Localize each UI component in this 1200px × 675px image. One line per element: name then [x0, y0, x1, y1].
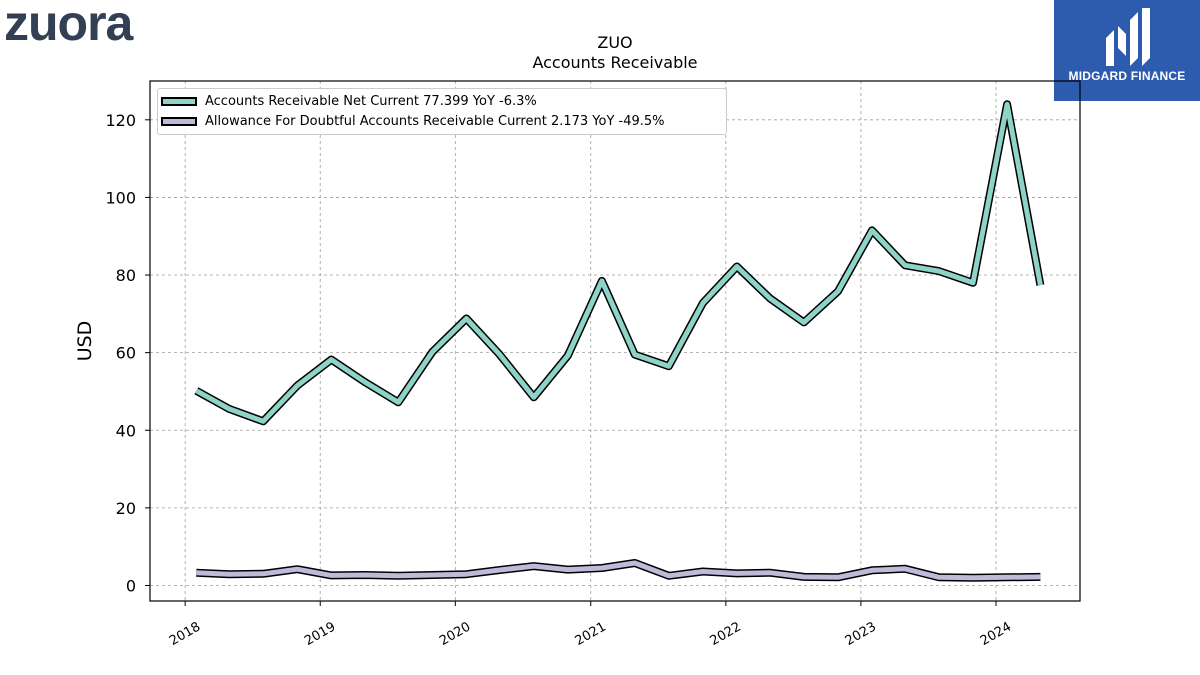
- y-tick-label: 40: [116, 421, 136, 440]
- midgard-logo-mark-icon: [1106, 8, 1150, 66]
- plot-frame: [149, 80, 1081, 602]
- midgard-finance-wordmark: MIDGARD FINANCE: [1068, 69, 1186, 83]
- grid-lines: [150, 81, 1080, 601]
- x-tick-label: 2020: [437, 619, 473, 649]
- y-tick-label: 60: [116, 344, 136, 363]
- x-tick-label: 2022: [708, 619, 744, 649]
- legend-item: Accounts Receivable Net Current 77.399 Y…: [158, 91, 537, 111]
- x-tick-label: 2018: [167, 619, 203, 649]
- zuora-logo: zuora: [4, 0, 133, 51]
- legend: Accounts Receivable Net Current 77.399 Y…: [157, 88, 727, 135]
- x-tick-label: 2019: [302, 619, 338, 649]
- x-tick-label: 2024: [978, 619, 1014, 649]
- legend-swatch: [161, 96, 197, 106]
- y-tick-label: 20: [116, 499, 136, 518]
- series-outline: [194, 100, 1045, 426]
- x-tick-label: 2023: [843, 619, 879, 649]
- legend-label: Allowance For Doubtful Accounts Receivab…: [205, 113, 665, 129]
- x-tick-label: 2021: [573, 619, 609, 649]
- chart-title: ZUO: [597, 33, 633, 52]
- legend-swatch: [161, 116, 197, 126]
- y-tick-label: 100: [105, 188, 136, 207]
- y-tick-label: 0: [126, 576, 136, 595]
- series-line: [195, 101, 1043, 424]
- legend-item: Allowance For Doubtful Accounts Receivab…: [158, 111, 665, 131]
- chart-subtitle: Accounts Receivable: [532, 53, 698, 72]
- midgard-finance-logo: MIDGARD FINANCE: [1054, 0, 1200, 101]
- series-line: [196, 560, 1041, 581]
- y-axis-label: USD: [74, 321, 96, 362]
- legend-label: Accounts Receivable Net Current 77.399 Y…: [205, 93, 537, 109]
- y-tick-label: 120: [105, 111, 136, 130]
- y-tick-label: 80: [116, 266, 136, 285]
- series-layer: [194, 100, 1045, 582]
